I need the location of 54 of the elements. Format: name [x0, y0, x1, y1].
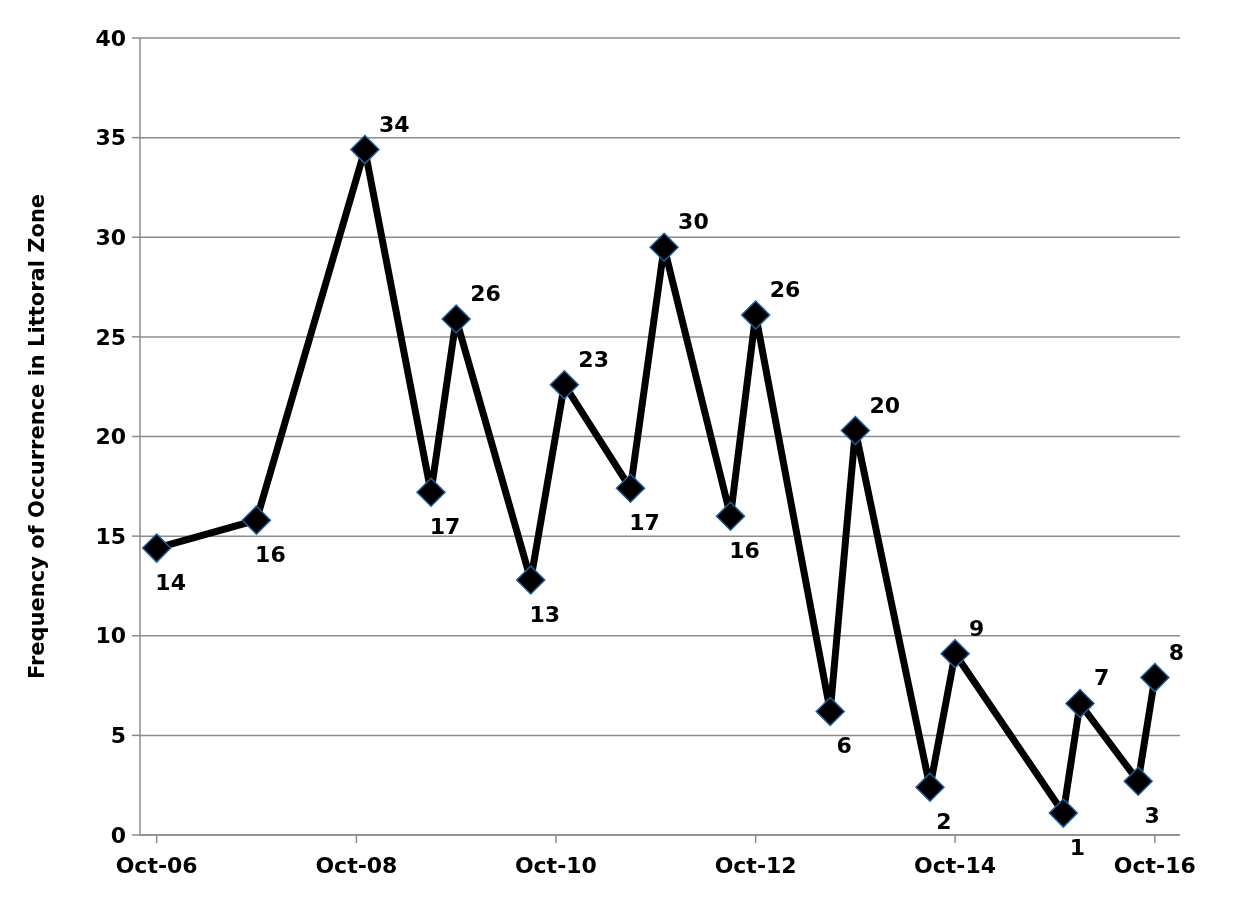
point	[1048, 798, 1079, 828]
y-axis-title: Frequency of Occurrence in Littoral Zone	[25, 193, 49, 680]
point	[1123, 766, 1153, 796]
y-tick-label: 40	[95, 25, 126, 51]
y-tick-label: 30	[95, 224, 126, 250]
x-tick-label: Oct-16	[1113, 853, 1196, 878]
point	[441, 304, 471, 334]
point	[615, 473, 646, 504]
y-tick-label: 25	[95, 324, 126, 350]
y-tick-label: 20	[95, 424, 126, 450]
data-label: 13	[529, 601, 561, 627]
point	[241, 505, 272, 535]
data-label: 23	[578, 346, 609, 372]
data-label: 14	[155, 570, 186, 596]
point	[141, 533, 172, 563]
data-label: 8	[1168, 639, 1185, 665]
data-label: 17	[429, 514, 461, 540]
data-label: 16	[255, 542, 286, 568]
point	[1065, 688, 1095, 719]
y-tick-label: 5	[110, 723, 126, 749]
data-label: 3	[1144, 803, 1160, 829]
x-tick-label: Oct-06	[115, 853, 198, 878]
x-tick-label: Oct-08	[315, 853, 398, 878]
point	[549, 369, 580, 400]
x-tick-label: Oct-10	[514, 853, 597, 878]
point	[516, 565, 546, 595]
point	[350, 134, 380, 165]
data-label: 2	[936, 809, 952, 835]
data-label: 16	[729, 538, 760, 564]
y-tick-label: 35	[95, 125, 126, 151]
data-label: 6	[836, 733, 852, 759]
data-label: 26	[769, 276, 801, 302]
data-label: 7	[1093, 665, 1110, 691]
point	[715, 501, 746, 531]
y-tick-label: 0	[110, 822, 126, 848]
data-label: 1	[1069, 835, 1085, 861]
point	[840, 415, 871, 446]
point	[1140, 662, 1170, 693]
data-label: 34	[378, 111, 410, 137]
data-label: 26	[470, 280, 501, 306]
point	[740, 300, 771, 330]
data-label: 20	[869, 392, 900, 418]
y-tick-label: 10	[95, 623, 126, 649]
y-tick-label: 15	[95, 523, 126, 549]
point	[815, 696, 845, 727]
x-tick-label: Oct-14	[914, 853, 997, 878]
point	[416, 477, 446, 508]
point	[940, 638, 970, 669]
x-tick-label: Oct-12	[714, 853, 797, 878]
point	[649, 232, 679, 262]
data-label: 9	[969, 615, 985, 641]
data-label: 30	[678, 209, 709, 235]
point	[915, 772, 945, 802]
data-label: 17	[629, 510, 660, 536]
